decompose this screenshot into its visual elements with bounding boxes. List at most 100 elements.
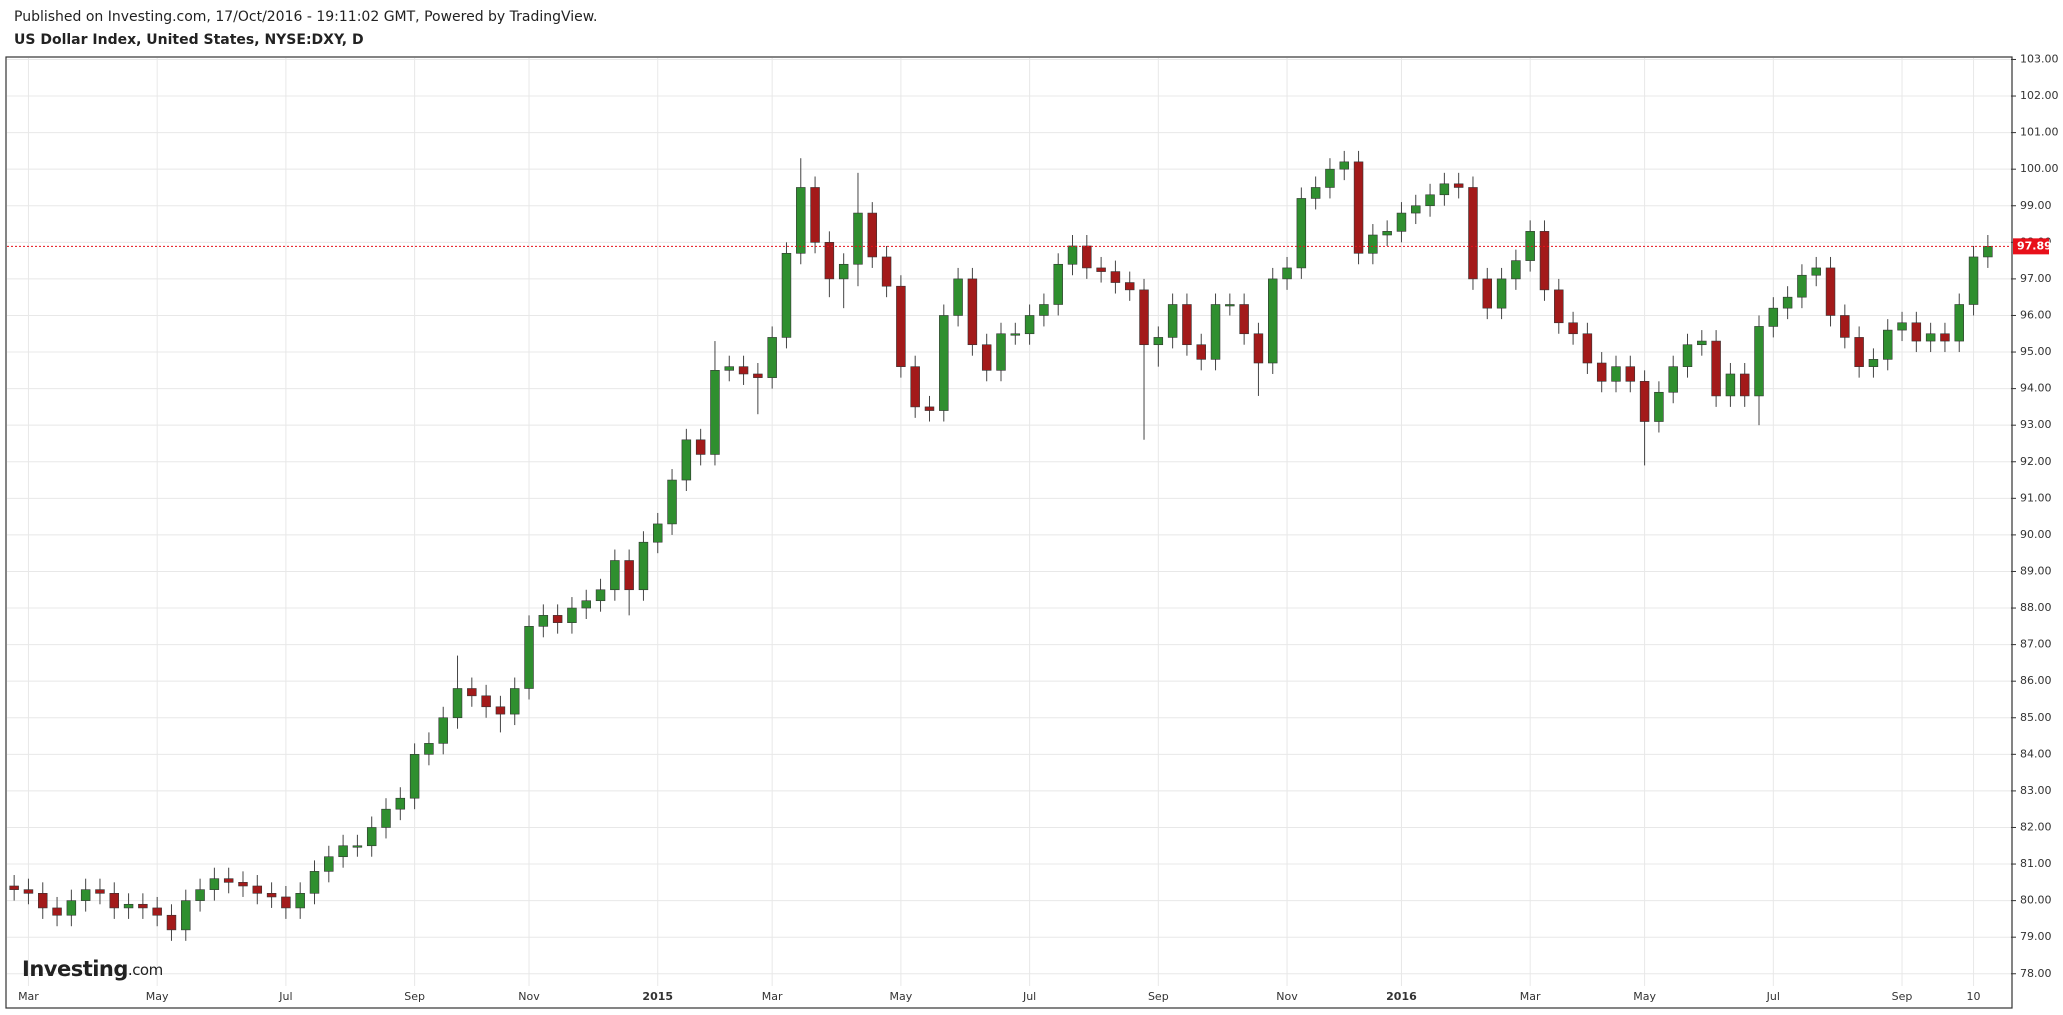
candle-body [610,560,620,591]
candle-body [1425,194,1435,207]
candle-body [1897,322,1907,331]
candle-body [810,187,820,243]
candle-body [223,878,234,883]
x-tick-label: May [890,990,913,1003]
candle-body [538,615,549,627]
candle-body [753,373,763,378]
candle-body [281,896,291,909]
candle-body [1210,304,1221,360]
candle-body [1883,329,1893,360]
candle-body [1754,326,1764,397]
candle-body [123,903,134,909]
candle-body [781,252,792,338]
y-tick-label: 80.00 [2020,894,2052,907]
candle-body [1825,267,1836,316]
watermark-brand: Investing [22,957,128,981]
watermark-suffix: .com [128,961,163,979]
candle-body [23,889,34,894]
y-tick-label: 90.00 [2020,528,2052,541]
x-tick-label: Mar [762,990,783,1003]
candle-body [524,626,534,689]
candle-body [552,615,563,623]
candle-body [1782,296,1793,309]
y-tick-label: 91.00 [2020,491,2052,504]
candle-body [9,885,19,890]
candle-body [724,366,734,371]
candle-body [1496,278,1507,309]
candle-body [481,695,491,708]
candle-body [1124,282,1135,291]
y-tick-label: 84.00 [2020,747,2052,760]
candle-body [1940,333,1950,342]
candle-body [1625,366,1636,382]
candle-body [1296,198,1307,269]
candle-body [953,278,963,316]
y-tick-label: 102.00 [2020,89,2059,102]
candle-body [653,523,663,543]
published-note: Published on Investing.com, 17/Oct/2016 … [14,9,597,25]
y-tick-label: 88.00 [2020,601,2052,614]
candle-body [1024,315,1035,335]
candle-body [138,903,148,909]
candle-body [424,743,434,755]
candle-body [1582,333,1593,364]
candle-body [1668,366,1678,393]
candle-body [567,607,577,623]
candle-body [195,889,205,901]
x-tick-label: Sep [1148,990,1169,1003]
y-tick-label: 86.00 [2020,674,2052,687]
candle-body [238,882,248,887]
candle-body [1954,304,1964,342]
y-tick-label: 79.00 [2020,930,2052,943]
y-tick-label: 97.00 [2020,272,2052,285]
x-tick-label: Jul [1766,990,1780,1003]
candle-body [1396,212,1407,232]
candle-body [1067,245,1078,265]
symbol-title: US Dollar Index, United States, NYSE:DXY… [14,32,364,48]
candle-body [1797,274,1807,298]
candle-body [1353,161,1364,254]
candle-body [910,366,920,408]
candle-body [1439,183,1450,196]
candle-body [324,856,334,872]
candle-body [1511,260,1521,280]
candle-body [1596,362,1607,382]
candle-body [1968,256,1979,305]
candle-body [309,871,320,894]
candle-body [1868,359,1879,367]
candle-body [152,907,162,916]
y-tick-label: 99.00 [2020,199,2052,212]
candle-body [595,589,606,602]
candle-body [896,285,906,367]
x-tick-label: Nov [1276,990,1298,1003]
candle-body [1196,344,1206,360]
candle-body [1096,267,1106,272]
candle-body [109,893,119,909]
candle-body [667,479,677,525]
candle-body [867,212,878,258]
y-tick-label: 81.00 [2020,857,2052,870]
candle-body [924,406,935,411]
candle-body [1554,289,1564,324]
candle-body [1482,278,1493,309]
candle-body [695,439,706,455]
candle-body [1639,380,1650,422]
y-tick-label: 93.00 [2020,418,2052,431]
candle-body [80,889,91,901]
y-tick-label: 95.00 [2020,345,2052,358]
y-tick-label: 94.00 [2020,382,2052,395]
candle-body [1325,168,1335,188]
candle-body [1925,333,1936,342]
candle-body [338,845,348,858]
y-tick-label: 85.00 [2020,711,2052,724]
candle-body [1611,366,1621,382]
x-tick-label: Jul [278,990,292,1003]
candle-body [710,370,720,455]
candle-body [452,688,463,719]
candle-body [1339,161,1349,170]
candles [7,150,2011,941]
y-tick-label: 100.00 [2020,162,2059,175]
candle-body [1411,205,1421,214]
candle-body [1568,322,1578,335]
candle-body [1225,304,1235,307]
